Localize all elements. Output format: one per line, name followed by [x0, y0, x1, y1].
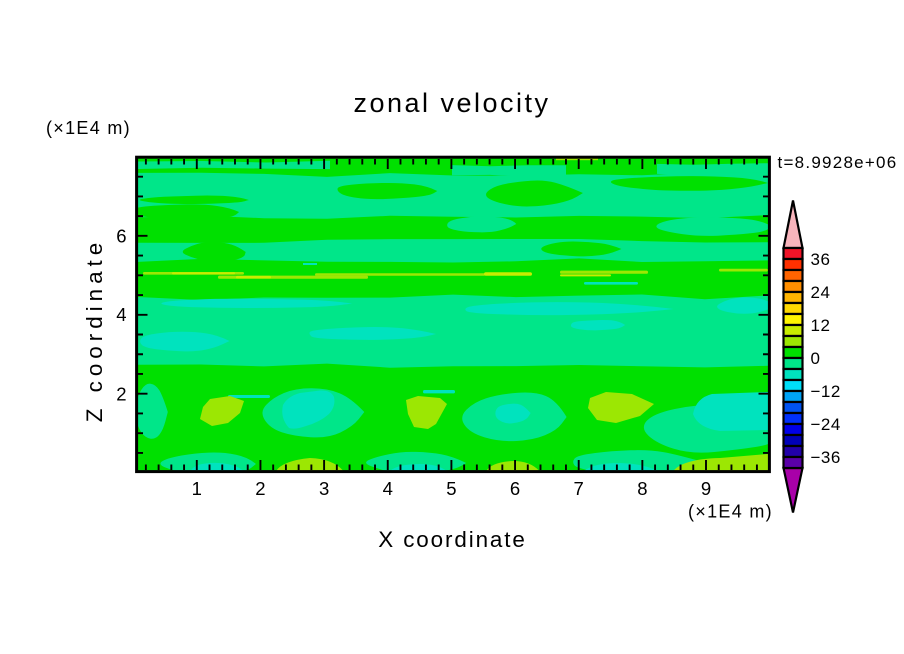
svg-text:1: 1 — [192, 478, 202, 499]
svg-text:2: 2 — [255, 478, 265, 499]
svg-text:X coordinate: X coordinate — [378, 527, 527, 552]
svg-text:−12: −12 — [811, 382, 841, 401]
svg-text:3: 3 — [319, 478, 329, 499]
svg-text:5: 5 — [446, 478, 456, 499]
svg-text:24: 24 — [811, 283, 831, 302]
svg-text:Z coordinate: Z coordinate — [82, 238, 107, 422]
svg-text:−36: −36 — [811, 448, 841, 467]
svg-text:zonal velocity: zonal velocity — [353, 88, 550, 118]
svg-text:7: 7 — [574, 478, 584, 499]
svg-text:2: 2 — [116, 383, 126, 404]
svg-text:(×1E4 m): (×1E4 m) — [46, 118, 131, 138]
svg-text:6: 6 — [510, 478, 520, 499]
svg-text:t=8.9928e+06: t=8.9928e+06 — [778, 153, 898, 172]
svg-text:−24: −24 — [811, 415, 841, 434]
svg-text:36: 36 — [811, 250, 831, 269]
svg-text:6: 6 — [116, 226, 126, 247]
svg-text:9: 9 — [701, 478, 711, 499]
svg-text:4: 4 — [383, 478, 393, 499]
svg-text:12: 12 — [811, 316, 831, 335]
svg-text:4: 4 — [116, 304, 126, 325]
svg-text:(×1E4 m): (×1E4 m) — [688, 502, 773, 522]
svg-text:8: 8 — [637, 478, 647, 499]
svg-text:0: 0 — [811, 349, 821, 368]
